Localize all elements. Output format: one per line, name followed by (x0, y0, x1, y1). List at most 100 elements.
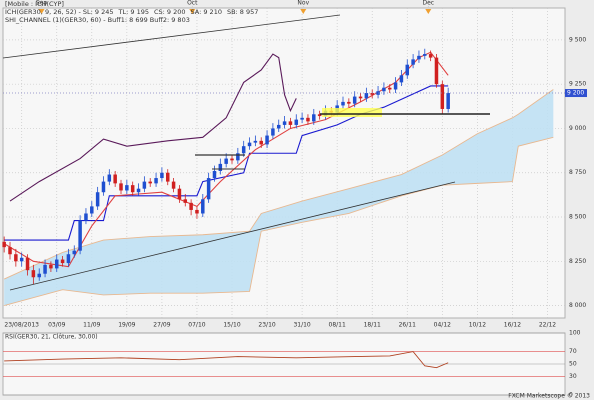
candle-body (107, 174, 112, 182)
trend-line (2, 14, 341, 59)
candle-body (148, 181, 152, 184)
candle-body (72, 250, 77, 255)
legend-entry: SA: 9 210 (191, 8, 222, 16)
y-tick-label: 50 (569, 361, 577, 368)
highlight-zone (322, 108, 382, 117)
month-label: Dec (422, 0, 434, 7)
x-tick-label: 04/12 (434, 322, 451, 329)
trend-line (9, 181, 456, 291)
candle-body (54, 259, 59, 269)
x-tick-label: 16/12 (504, 322, 521, 329)
y-tick-label: 8 750 (569, 169, 586, 176)
candle-body (14, 254, 18, 262)
candle-body (434, 57, 439, 85)
candle-body (142, 181, 147, 189)
candle-body (177, 188, 182, 200)
indicator-line (9, 53, 297, 202)
y-tick-label: 70 (569, 348, 577, 355)
candle-body (31, 270, 36, 278)
candle-body (218, 163, 223, 171)
y-tick-label: 9 250 (569, 81, 586, 88)
candle-body (428, 54, 433, 58)
legend-entry: TL: 9 195 (118, 8, 149, 16)
x-tick-label: 31/10 (293, 322, 310, 329)
candle-body (276, 124, 281, 129)
candle-body (119, 183, 123, 191)
price-tag: 9 200 (567, 90, 584, 97)
month-marker (300, 9, 307, 14)
candle-body (387, 87, 392, 90)
candle-body (165, 172, 170, 182)
candle-body (300, 117, 304, 120)
candle-body (49, 264, 53, 269)
candle-body (125, 185, 129, 191)
candle-body (265, 135, 269, 145)
y-tick-label: 100 (569, 330, 581, 337)
candle-body (201, 199, 205, 214)
candle-body (312, 114, 316, 122)
cloud-edge (3, 89, 554, 280)
candle-body (189, 202, 193, 210)
header: [Mobile : ICH(CYP] (5, 0, 64, 8)
y-tick-label: 0 (569, 392, 573, 399)
candle-body (8, 247, 12, 255)
legend-entry: SB: 8 957 (227, 8, 258, 16)
candle-body (393, 82, 398, 90)
y-tick-label: 9 000 (569, 125, 586, 132)
candle-body (171, 181, 176, 189)
candle-body (154, 178, 158, 184)
cloud-fill (4, 89, 554, 306)
month-label: Nov (297, 0, 309, 7)
x-tick-label: 23/10 (258, 322, 275, 329)
x-tick-label: 10/12 (469, 322, 486, 329)
x-tick-label: 07/10 (188, 322, 205, 329)
month-label: Sep (36, 0, 48, 7)
candle-body (101, 181, 106, 193)
candle-body (212, 170, 217, 179)
x-tick-label: 19/09 (118, 322, 135, 329)
candle-body (440, 84, 445, 109)
month-label: Oct (187, 0, 198, 7)
candle-body (423, 54, 427, 56)
candle-body (358, 96, 363, 99)
candle-body (370, 93, 374, 95)
candle-body (247, 142, 252, 147)
candle-body (241, 146, 246, 154)
candle-body (60, 259, 65, 264)
y-tick-label: 8 500 (569, 214, 586, 221)
indicator-line (4, 85, 449, 241)
candle-body (417, 55, 421, 60)
candle-body (446, 93, 450, 109)
candle-body (25, 257, 30, 271)
candle-body (78, 220, 82, 251)
x-tick-label: 22/12 (539, 322, 556, 329)
candle-body (317, 114, 322, 117)
month-marker (425, 9, 432, 14)
legend-entry: CS: 9 200 (154, 8, 186, 16)
candle-body (352, 96, 357, 104)
x-tick-label: 08/11 (329, 322, 346, 329)
cloud-edge (4, 136, 554, 307)
candle-body (195, 209, 199, 214)
candle-body (230, 158, 234, 161)
y-tick-label: 30 (569, 373, 577, 380)
candle-body (399, 75, 404, 83)
candle-body (382, 87, 386, 92)
candle-body (224, 158, 228, 164)
candle-body (253, 140, 258, 143)
candle-body (236, 153, 240, 161)
candle-body (43, 264, 47, 274)
candle-body (84, 213, 88, 221)
candle-body (259, 140, 263, 145)
y-tick-label: 8 000 (569, 302, 586, 309)
candle-body (160, 172, 164, 179)
y-tick-label: 8 250 (569, 258, 586, 265)
candle-body (66, 254, 71, 264)
candle-body (347, 101, 351, 104)
candle-body (341, 101, 345, 106)
indicator-legend: SHI_CHANNEL (1)(GER30, 60) - Buff1: 8 69… (5, 16, 190, 24)
x-tick-label: 03/09 (48, 322, 65, 329)
legend-entry: ICH(GER30, 9, 26, 52) - SL: 9 245 (5, 8, 114, 16)
candle-body (130, 185, 135, 193)
